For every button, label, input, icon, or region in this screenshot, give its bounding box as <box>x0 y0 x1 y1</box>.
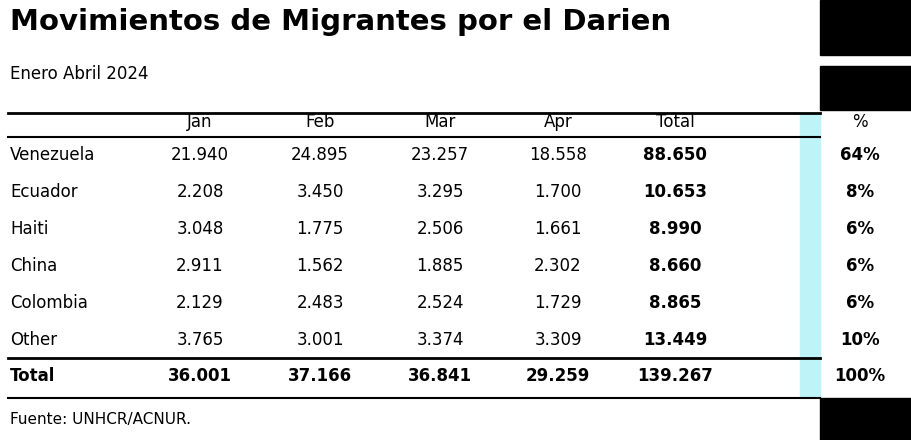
Text: 3.374: 3.374 <box>416 330 464 348</box>
Text: Ecuador: Ecuador <box>10 183 77 201</box>
Text: 13.449: 13.449 <box>643 330 707 348</box>
Text: 1.700: 1.700 <box>535 183 582 201</box>
Text: 6%: 6% <box>846 257 874 275</box>
Text: Total: Total <box>10 367 56 385</box>
Text: 23.257: 23.257 <box>411 147 469 165</box>
Text: 3.450: 3.450 <box>296 183 343 201</box>
Text: 24.895: 24.895 <box>291 147 349 165</box>
Text: China: China <box>10 257 57 275</box>
Text: Feb: Feb <box>305 113 334 131</box>
Text: 2.506: 2.506 <box>416 220 464 238</box>
Text: 1.562: 1.562 <box>296 257 343 275</box>
Bar <box>820 0 911 55</box>
Text: 8.865: 8.865 <box>649 294 701 312</box>
Text: 36.001: 36.001 <box>168 367 232 385</box>
Text: Haiti: Haiti <box>10 220 48 238</box>
Text: 2.302: 2.302 <box>534 257 582 275</box>
Text: 1.775: 1.775 <box>296 220 343 238</box>
Text: Colombia: Colombia <box>10 294 87 312</box>
Text: Jan: Jan <box>188 113 213 131</box>
Text: 3.295: 3.295 <box>416 183 464 201</box>
Text: 3.001: 3.001 <box>296 330 343 348</box>
Text: 8.990: 8.990 <box>649 220 701 238</box>
Text: Mar: Mar <box>425 113 456 131</box>
Text: Enero Abril 2024: Enero Abril 2024 <box>10 65 148 83</box>
Text: 18.558: 18.558 <box>529 147 587 165</box>
Text: Movimientos de Migrantes por el Darien: Movimientos de Migrantes por el Darien <box>10 8 671 36</box>
Text: Other: Other <box>10 330 57 348</box>
Text: 2.129: 2.129 <box>176 294 224 312</box>
Text: 3.765: 3.765 <box>177 330 224 348</box>
Text: 88.650: 88.650 <box>643 147 707 165</box>
Text: 29.259: 29.259 <box>526 367 590 385</box>
Bar <box>820 398 911 440</box>
Text: 10.653: 10.653 <box>643 183 707 201</box>
Text: 1.661: 1.661 <box>534 220 582 238</box>
Text: 2.524: 2.524 <box>416 294 464 312</box>
Bar <box>8 398 820 440</box>
Text: 36.841: 36.841 <box>408 367 472 385</box>
Text: 2.483: 2.483 <box>296 294 343 312</box>
Text: Apr: Apr <box>544 113 572 131</box>
Text: 21.940: 21.940 <box>171 147 229 165</box>
Text: Venezuela: Venezuela <box>10 147 96 165</box>
Text: 8%: 8% <box>846 183 874 201</box>
Text: Fuente: UNHCR/ACNUR.: Fuente: UNHCR/ACNUR. <box>10 411 191 426</box>
Text: 100%: 100% <box>834 367 885 385</box>
Text: 37.166: 37.166 <box>288 367 352 385</box>
Text: 1.729: 1.729 <box>534 294 582 312</box>
Text: 64%: 64% <box>840 147 880 165</box>
Text: 2.911: 2.911 <box>176 257 224 275</box>
Text: 6%: 6% <box>846 294 874 312</box>
Text: 3.048: 3.048 <box>177 220 224 238</box>
Text: 10%: 10% <box>840 330 880 348</box>
Text: %: % <box>852 113 868 131</box>
Text: 6%: 6% <box>846 220 874 238</box>
Text: 8.660: 8.660 <box>649 257 701 275</box>
Bar <box>820 66 911 110</box>
Text: 2.208: 2.208 <box>176 183 224 201</box>
Text: Total: Total <box>656 113 694 131</box>
Text: 139.267: 139.267 <box>637 367 713 385</box>
Text: 3.309: 3.309 <box>534 330 582 348</box>
Text: 1.885: 1.885 <box>416 257 464 275</box>
Bar <box>800 113 820 398</box>
